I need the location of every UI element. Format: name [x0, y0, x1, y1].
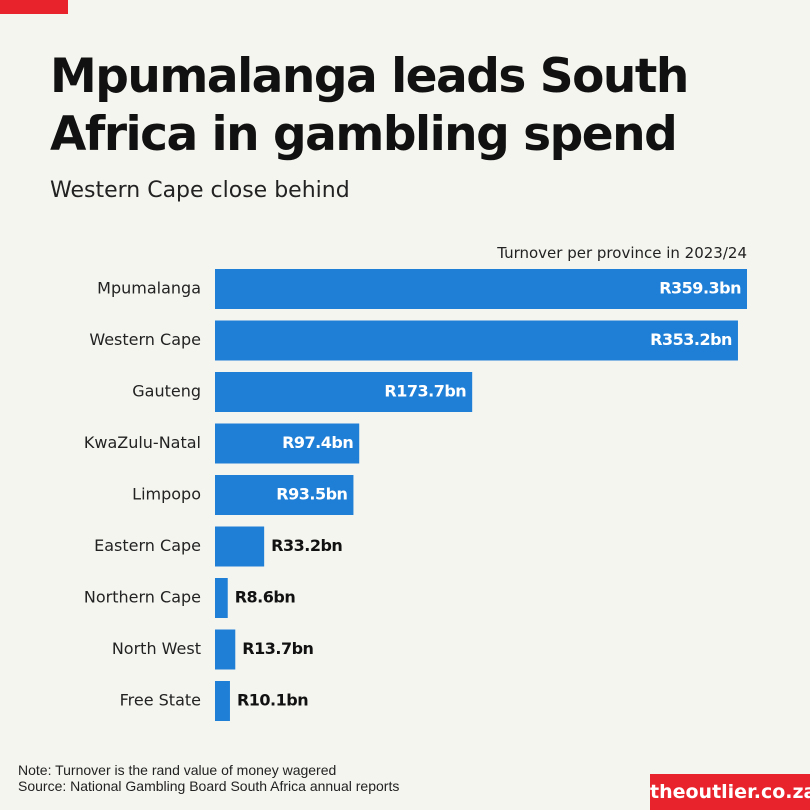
bar: [215, 269, 747, 309]
category-label: Eastern Cape: [94, 536, 201, 555]
note-text: Note: Turnover is the rand value of mone…: [18, 762, 337, 778]
data-label: R359.3bn: [659, 279, 741, 298]
data-label: R93.5bn: [276, 485, 347, 504]
bar: [215, 681, 230, 721]
data-label: R353.2bn: [650, 330, 732, 349]
top-accent-bar: [0, 0, 68, 14]
value-axis-header: Turnover per province in 2023/24: [496, 244, 747, 262]
chart-subtitle: Western Cape close behind: [50, 178, 350, 203]
bar: [215, 526, 265, 567]
data-label: R10.1bn: [237, 691, 308, 710]
bar-chart: Turnover per province in 2023/24 Mpumalan…: [84, 244, 747, 721]
bar: [215, 372, 473, 412]
category-label: Limpopo: [132, 485, 201, 504]
bar: [215, 423, 360, 464]
bar: [215, 578, 228, 618]
data-label: R97.4bn: [282, 433, 353, 452]
data-label: R8.6bn: [235, 588, 296, 607]
source-text: Source: National Gambling Board South Af…: [18, 778, 400, 794]
category-label: Northern Cape: [84, 588, 201, 607]
data-label: R173.7bn: [384, 382, 466, 401]
bar: [215, 629, 236, 670]
category-label: Western Cape: [89, 330, 201, 349]
category-label: Free State: [120, 691, 201, 710]
chart-title: Mpumalanga leads South Africa in gamblin…: [50, 49, 689, 162]
data-label: R33.2bn: [271, 536, 342, 555]
category-label: North West: [112, 639, 201, 658]
chart-footnote: Note: Turnover is the rand value of mone…: [18, 762, 399, 794]
bar: [215, 320, 738, 361]
category-label: KwaZulu-Natal: [84, 433, 201, 452]
brand-badge[interactable]: theoutlier.co.za: [650, 774, 810, 810]
bar: [215, 475, 354, 515]
category-label: Mpumalanga: [97, 279, 201, 298]
data-label: R13.7bn: [242, 639, 313, 658]
category-label: Gauteng: [132, 382, 201, 401]
